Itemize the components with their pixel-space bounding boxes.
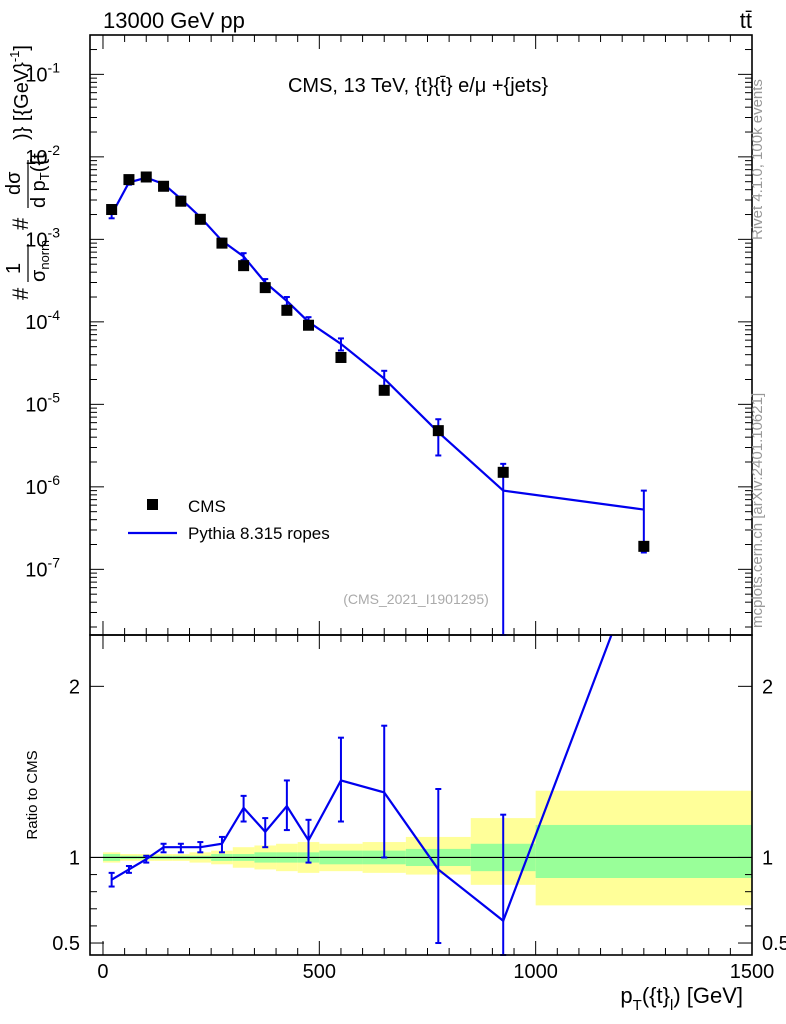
data-point [432,425,444,437]
ratio-y-tick-label-right: 2 [762,676,773,698]
header-final-state: tt̄ [740,8,752,33]
mc-series-ratio [108,634,613,956]
main-frame [89,34,753,636]
legend-data-label: CMS [188,497,226,516]
y-label-hash: # [8,287,33,300]
legend-data-marker [147,499,158,510]
y-label-one: 1 [3,263,25,274]
ratio-y-tick-labels: 2 2 1 1 0.5 0.5 [52,676,786,955]
ratio-ticks [90,635,753,955]
data-point [238,260,250,272]
data-point [194,213,206,225]
data-point [303,319,315,331]
data-point [106,204,118,216]
ratio-y-label: Ratio to CMS [24,750,41,839]
legend-mc-label: Pythia 8.315 ropes [188,524,330,543]
y-tick-label: 10-6 [25,472,60,499]
y-tick-label: 10-5 [25,389,60,416]
data-point [140,171,152,183]
mc-line-ratio [111,634,613,923]
plot-title: CMS, 13 TeV, {t}{t̄} e/μ +{jets} [288,75,548,97]
y-label-tail: )} [{GeV}-1] [7,45,33,140]
y-tick-label: 10-2 [25,142,60,169]
legend: CMS Pythia 8.315 ropes [128,497,330,543]
ratio-y-tick-label-right: 1 [762,847,773,869]
y-label-dpt: d pT({t [28,153,52,208]
x-tick-label: 500 [303,961,336,983]
main-ticks [90,35,753,635]
ratio-y-tick-label-left: 0.5 [52,933,80,955]
ratio-y-tick-label-left: 1 [69,847,80,869]
data-point [378,384,390,396]
data-point [281,304,293,316]
y-tick-label: 10-4 [25,307,60,334]
y-tick-label: 10-3 [25,224,60,251]
data-point [638,540,650,552]
mc-series-main [108,175,647,636]
x-tick-labels: 0 500 1000 1500 [97,961,774,983]
y-tick-label: 10-1 [25,59,60,86]
band-inner [535,824,752,878]
data-series-main [106,171,650,552]
main-panel: 10-1 10-2 10-3 10-4 10-5 10-6 10-7 [25,34,753,636]
ratio-y-tick-label-right: 0.5 [762,933,786,955]
ratio-y-tick-label-left: 2 [69,676,80,698]
rivet-label: Rivet 4.1.0, 100k events [749,79,766,240]
analysis-id: (CMS_2021_I1901295) [343,591,489,607]
x-tick-label: 1500 [730,961,775,983]
data-point [497,466,509,478]
header-process: 13000 GeV pp [103,8,245,33]
data-point [123,174,135,186]
data-point [259,282,271,294]
ratio-panel: 2 2 1 1 0.5 0.5 [52,634,786,956]
data-point [216,237,228,249]
x-axis-label: pT({t}l) [GeV] [620,983,743,1014]
x-tick-label: 1000 [513,961,558,983]
data-point [158,180,170,192]
y-label-hash-2: # [8,217,33,230]
mc-line-main [110,176,644,511]
main-y-tick-labels: 10-1 10-2 10-3 10-4 10-5 10-6 10-7 [25,59,60,581]
y-tick-label: 10-7 [25,554,60,581]
data-point [175,195,187,207]
y-label-sigma: σnorm [28,240,52,282]
x-tick-label: 0 [97,961,108,983]
ratio-frame [89,634,753,956]
mcplots-label: mcplots.cern.ch [arXiv:2401.10621] [749,393,766,628]
y-label-dsigma: dσ [3,171,25,195]
data-point [335,351,347,363]
main-y-label: # 1 σnorm # dσ d pT({t )} [{GeV}-1] [3,45,52,300]
